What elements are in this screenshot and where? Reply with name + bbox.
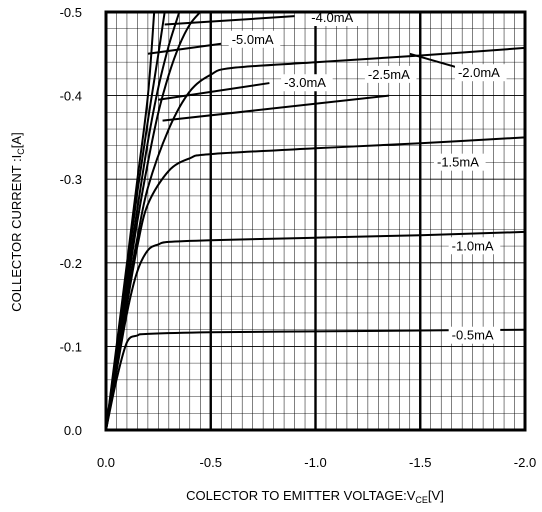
y-tick-label: -0.2 xyxy=(60,256,82,271)
curve-annotations: -4.0mA -5.0mA -3.0mA -2.5mA -2.0mA -1.5mA -1.0… xyxy=(147,9,507,344)
y-axis-label-unit: [A] xyxy=(9,132,24,148)
x-tick-label: -0.5 xyxy=(200,455,222,470)
x-axis-label-unit: [V] xyxy=(428,488,444,503)
annotation-label-background xyxy=(228,30,281,48)
plot-frame xyxy=(104,10,527,432)
annotation-label-background xyxy=(434,153,486,171)
annotation-leader-line xyxy=(164,15,295,26)
minor-gridlines xyxy=(106,12,525,430)
series-curve-05mA xyxy=(105,328,526,431)
x-tick-label: -2.0 xyxy=(514,455,536,470)
annotation-label: -3.0mA xyxy=(284,75,326,90)
annotation-label: -4.0mA xyxy=(311,10,353,25)
x-axis-label: COLECTOR TO EMITTER VOLTAGE:VCE[V] xyxy=(186,488,444,505)
annotation-label-background xyxy=(448,326,501,344)
series-curves xyxy=(105,11,526,431)
y-tick-label: -0.3 xyxy=(60,172,82,187)
annotation-label: -2.5mA xyxy=(368,67,410,82)
x-axis-label-main: COLECTOR TO EMITTER VOLTAGE:V xyxy=(186,488,416,503)
annotation-label: -5.0mA xyxy=(232,32,274,47)
x-tick-label: -1.5 xyxy=(409,455,431,470)
annotation-label: -2.0mA xyxy=(458,65,500,80)
annotation-label-background xyxy=(281,74,333,92)
x-tick-label: 0.0 xyxy=(97,455,115,470)
annotation-label-background xyxy=(448,237,501,255)
y-axis-label-subscript: C xyxy=(16,148,26,155)
y-axis-label-main: COLLECTOR CURRENT :I xyxy=(9,155,24,312)
annotation-label-background xyxy=(364,65,417,83)
y-tick-label: -0.1 xyxy=(60,339,82,354)
annotation-leader-line xyxy=(147,42,222,55)
x-tick-label: -1.0 xyxy=(304,455,326,470)
annotation-label-background xyxy=(454,64,507,82)
series-curve-15mA xyxy=(105,136,526,431)
y-tick-label: -0.4 xyxy=(60,89,82,104)
annotation-leader-line xyxy=(158,82,270,101)
annotation-label: -0.5mA xyxy=(452,328,494,343)
annotation-leader-line xyxy=(409,52,463,70)
series-curve-10mA xyxy=(105,230,526,431)
annotation-leader-line xyxy=(162,94,389,122)
y-tick-labels: 0.0 -0.1 -0.2 -0.3 -0.4 -0.5 xyxy=(60,5,82,438)
x-axis-label-subscript: CE xyxy=(415,495,428,505)
y-tick-label: -0.5 xyxy=(60,5,82,20)
y-axis-label: COLLECTOR CURRENT :IC[A] xyxy=(9,132,26,311)
annotation-label: -1.0mA xyxy=(452,238,494,253)
x-tick-labels: 0.0 -0.5 -1.0 -1.5 -2.0 xyxy=(97,455,536,470)
y-tick-label: 0.0 xyxy=(64,423,82,438)
annotation-label: -1.5mA xyxy=(437,155,479,170)
series-curve-50mA xyxy=(105,11,156,431)
